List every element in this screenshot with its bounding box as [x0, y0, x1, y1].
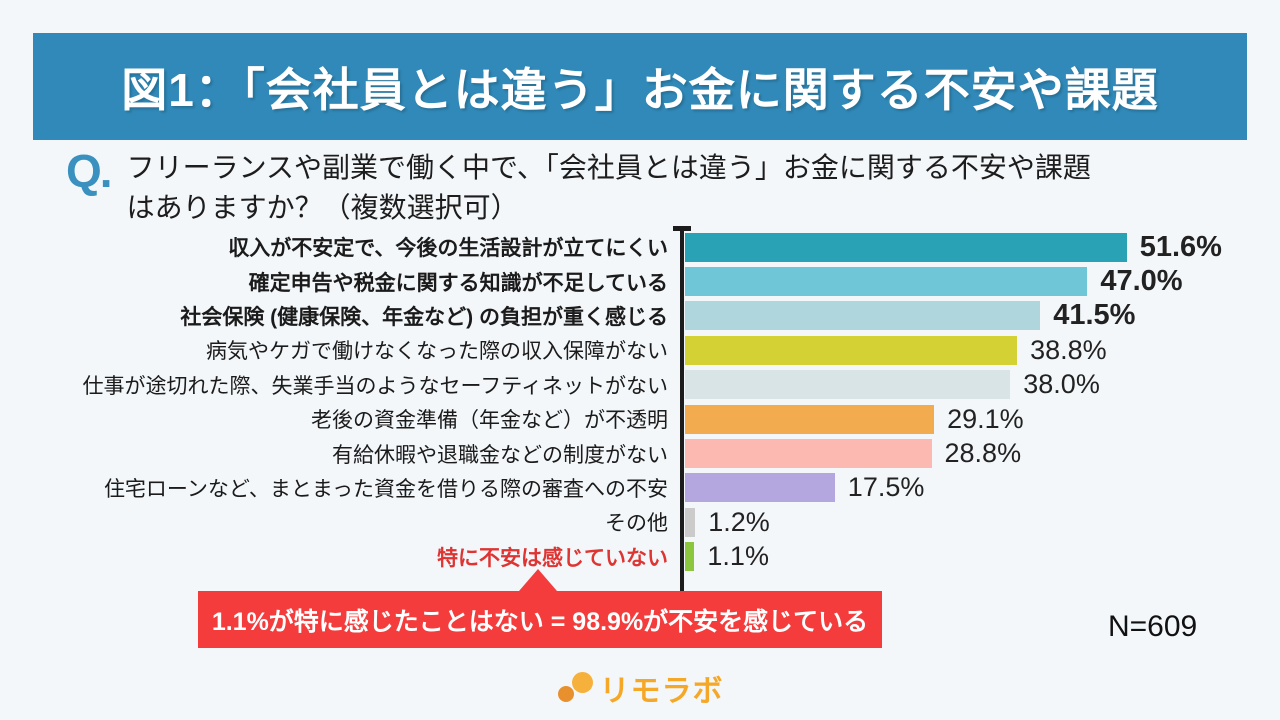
bar [685, 439, 932, 469]
value-label: 1.1% [707, 541, 769, 572]
bar [685, 542, 695, 572]
chart-rows: 収入が不安定で、今後の生活設計が立てにくい 51.6% 確定申告や税金に関する知識が… [40, 230, 1222, 574]
category-label: 住宅ローンなど、まとまった資金を借りる際の審査への不安 [103, 477, 668, 501]
bar [685, 335, 1018, 365]
bar [685, 301, 1041, 331]
category-label: 収入が不安定で、今後の生活設計が立てにくい [228, 237, 668, 261]
chart-row: 特に不安は感じていない 1.1% [40, 540, 1222, 574]
category-label: 病気やケガで働けなくなった際の収入保障がない [206, 340, 668, 364]
chart-row: 仕事が途切れた際、失業手当のようなセーフティネットがない 38.0% [40, 368, 1222, 402]
value-label: 47.0% [1100, 265, 1183, 298]
chart-row: 老後の資金準備（年金など）が不透明 29.1% [40, 402, 1222, 436]
bar-area: 1.1% [685, 541, 769, 572]
chart-row: 有給休暇や退職金などの制度がない 28.8% [40, 436, 1222, 470]
bar [685, 232, 1127, 262]
bar-area: 38.0% [685, 369, 1100, 400]
bar [685, 267, 1088, 297]
bar [685, 507, 696, 537]
value-label: 38.0% [1023, 369, 1100, 400]
category-label: その他 [605, 512, 668, 536]
bar-chart: 収入が不安定で、今後の生活設計が立てにくい 51.6% 確定申告や税金に関する知識が… [40, 230, 1222, 574]
logo-circle-dark [557, 686, 574, 702]
logo-text: リモラボ [599, 675, 724, 708]
page-title: 図1：「会社員とは違う」お金に関する不安や課題 [121, 63, 1159, 116]
bar-area: 41.5% [685, 299, 1135, 332]
question-block: Q. フリーランスや副業で働く中で、「会社員とは違う」お金に関する不安や課題 は… [66, 148, 1236, 228]
chart-row: 住宅ローンなど、まとまった資金を借りる際の審査への不安 17.5% [40, 471, 1222, 505]
category-label: 有給休暇や退職金などの制度がない [332, 443, 668, 467]
bar-area: 47.0% [685, 265, 1183, 298]
bar-area: 29.1% [685, 404, 1024, 435]
callout-arrow-up-icon [519, 569, 557, 591]
chart-row: 病気やケガで働けなくなった際の収入保障がない 38.8% [40, 333, 1222, 367]
bar-area: 51.6% [685, 231, 1222, 264]
bar [685, 370, 1011, 400]
brand-logo: リモラボ [0, 666, 1280, 710]
category-label: 老後の資金準備（年金など）が不透明 [311, 409, 668, 433]
category-label: 特に不安は感じていない [437, 546, 668, 570]
logo-circle-light [571, 672, 593, 693]
value-label: 41.5% [1053, 299, 1136, 332]
bar-area: 38.8% [685, 335, 1107, 366]
chart-row: 収入が不安定で、今後の生活設計が立てにくい 51.6% [40, 230, 1222, 264]
callout-text: 1.1%が特に感じたことはない = 98.9%が不安を感じている [211, 607, 869, 636]
value-label: 51.6% [1139, 230, 1222, 263]
question-line-2: はありますか？（複数選択可） [126, 191, 519, 223]
value-label: 17.5% [847, 472, 925, 503]
question-icon: Q. [66, 145, 113, 197]
title-bar: 図1：「会社員とは違う」お金に関する不安や課題 [33, 33, 1247, 140]
bar [685, 473, 835, 503]
value-label: 1.2% [708, 506, 770, 537]
chart-y-axis [680, 228, 684, 591]
category-label: 仕事が途切れた際、失業手当のようなセーフティネットがない [82, 374, 668, 398]
chart-row: 確定申告や税金に関する知識が不足している 47.0% [40, 264, 1222, 298]
bar-area: 17.5% [685, 472, 924, 503]
bar-area: 1.2% [685, 507, 770, 538]
sample-size-label: N=609 [1108, 610, 1198, 643]
category-label: 社会保険 (健康保険、年金など) の負担が重く感じる [180, 305, 668, 329]
bar [685, 404, 935, 434]
chart-row: 社会保険 (健康保険、年金など) の負担が重く感じる 41.5% [40, 299, 1222, 333]
value-label: 29.1% [947, 403, 1024, 434]
callout-box: 1.1%が特に感じたことはない = 98.9%が不安を感じている [198, 591, 882, 648]
question-text: フリーランスや副業で働く中で、「会社員とは違う」お金に関する不安や課題 はありま… [127, 148, 1091, 228]
value-label: 28.8% [944, 438, 1022, 469]
category-label: 確定申告や税金に関する知識が不足している [248, 271, 668, 295]
chart-row: その他 1.2% [40, 505, 1222, 539]
bar-area: 28.8% [685, 438, 1021, 469]
question-line-1: フリーランスや副業で働く中で、「会社員とは違う」お金に関する不安や課題 [126, 152, 1091, 183]
value-label: 38.8% [1030, 334, 1107, 365]
logo-circles-icon [557, 671, 593, 705]
